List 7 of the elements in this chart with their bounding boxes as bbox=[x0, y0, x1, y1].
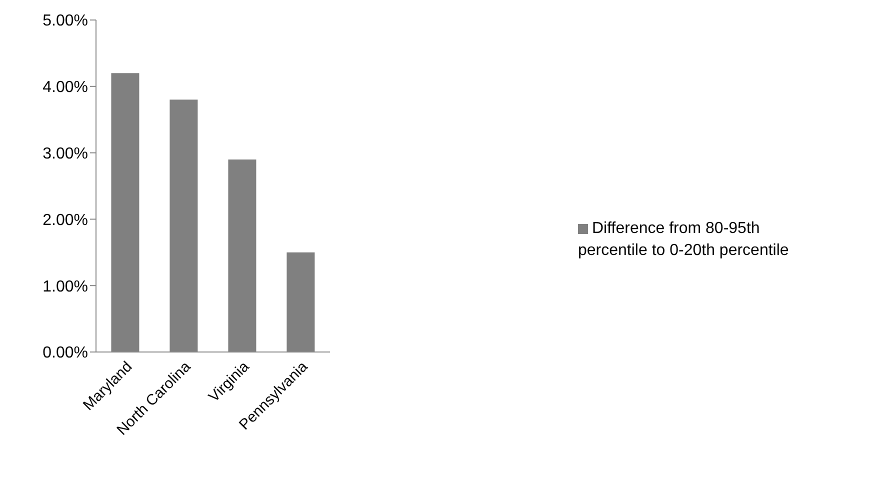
legend-label: Difference from 80-95th percentile to 0-20th percentile bbox=[578, 220, 789, 259]
y-tick-label: 4.00% bbox=[42, 79, 88, 96]
y-tick-label: 3.00% bbox=[42, 145, 88, 162]
y-tick-label: 1.00% bbox=[42, 278, 88, 296]
y-tick-label: 5.00% bbox=[42, 12, 88, 30]
y-tick-label: 2.00% bbox=[42, 212, 88, 229]
y-tick-label: 0.00% bbox=[42, 344, 88, 362]
